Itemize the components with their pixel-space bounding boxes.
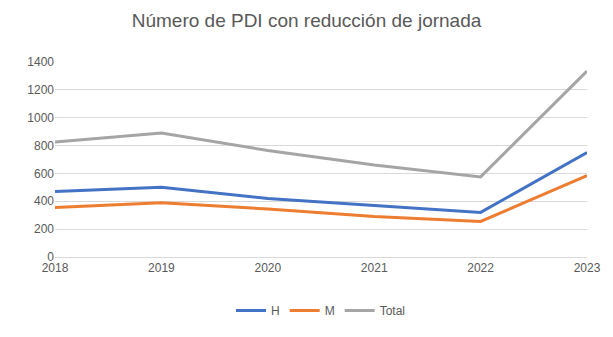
svg-text:800: 800: [34, 139, 54, 153]
svg-text:600: 600: [34, 167, 54, 181]
svg-text:1400: 1400: [27, 55, 54, 69]
svg-text:2020: 2020: [254, 261, 281, 275]
svg-text:400: 400: [34, 194, 54, 208]
svg-text:2021: 2021: [361, 261, 388, 275]
svg-text:2022: 2022: [467, 261, 494, 275]
svg-text:Total: Total: [380, 304, 405, 318]
svg-text:1000: 1000: [27, 111, 54, 125]
svg-text:2018: 2018: [42, 261, 69, 275]
svg-text:M: M: [325, 304, 335, 318]
svg-text:2019: 2019: [148, 261, 175, 275]
svg-text:0: 0: [47, 250, 54, 264]
svg-text:H: H: [271, 304, 280, 318]
svg-text:2023: 2023: [574, 261, 601, 275]
svg-text:200: 200: [34, 222, 54, 236]
svg-text:1200: 1200: [27, 83, 54, 97]
svg-text:Número de PDI con reducción de: Número de PDI con reducción de jornada: [132, 10, 482, 31]
